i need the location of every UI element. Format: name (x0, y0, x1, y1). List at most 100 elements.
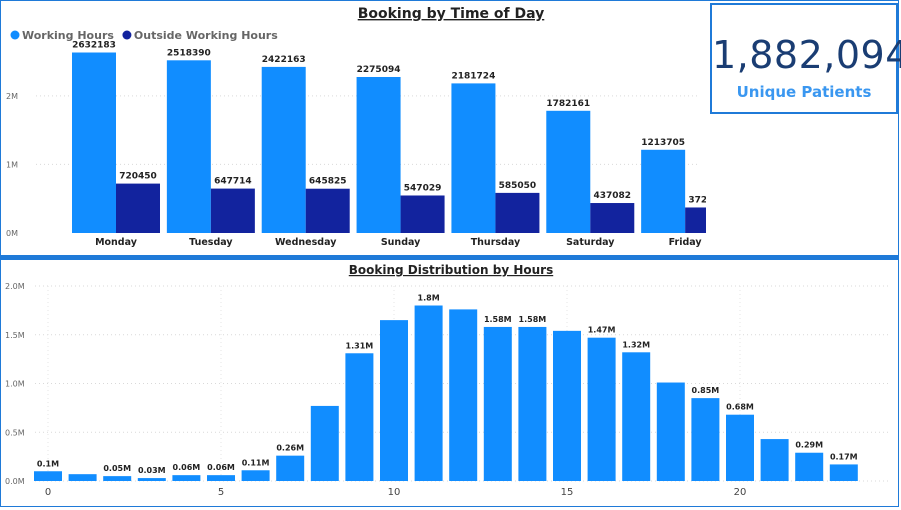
bar-hour (34, 471, 62, 481)
bar-outside-working-hours (495, 192, 540, 233)
bar-hour (345, 353, 374, 481)
bar-hour (622, 352, 651, 481)
bar-hour (795, 452, 824, 481)
bar-hour (172, 475, 201, 481)
bar-working-hours (166, 60, 211, 234)
bar-hour (103, 476, 132, 481)
x-tick-label: Monday (95, 237, 138, 248)
bar-hour (449, 309, 478, 481)
legend-marker-0 (10, 30, 20, 40)
data-label: 0.03M (138, 466, 166, 475)
booking-by-time-of-day-panel: Booking by Time of Day Working Hours Outsi… (3, 3, 730, 257)
bar-working-hours (641, 149, 686, 233)
bar-hour (760, 439, 789, 481)
data-label: 2181724 (452, 71, 496, 81)
data-label: 0.06M (207, 463, 235, 472)
data-label: 2275094 (357, 65, 401, 75)
bar-working-hours (261, 66, 306, 234)
data-label: 645825 (309, 177, 347, 187)
legend-marker-1 (122, 30, 132, 40)
y-tick-label: 2.0M (5, 282, 25, 291)
x-tick-label: Saturday (566, 237, 615, 248)
data-label: 1213705 (641, 138, 685, 148)
data-label: 1782161 (546, 99, 590, 109)
unique-patients-value: 1,882,094 (712, 33, 901, 77)
data-label: 372256 (688, 195, 706, 205)
bar-working-hours (356, 76, 401, 233)
bar-outside-working-hours (400, 195, 445, 233)
x-tick-label: Wednesday (275, 237, 337, 248)
x-tick-label: 15 (561, 487, 574, 498)
bar-hour (656, 382, 685, 481)
bar-hour (726, 414, 754, 481)
legend-label-0: Working Hours (22, 29, 114, 42)
data-label: 0.11M (242, 458, 270, 467)
x-tick-label: Thursday (471, 237, 521, 248)
data-label: 1.47M (588, 326, 616, 335)
bar-working-hours (451, 83, 496, 234)
data-label: 0.17M (830, 452, 858, 461)
bar-working-hours (546, 110, 591, 233)
y-tick-label: 0M (6, 229, 18, 238)
data-label: 1.32M (622, 340, 650, 349)
y-tick-label: 1M (6, 160, 18, 169)
bar-hour (483, 326, 512, 481)
bar-outside-working-hours (590, 203, 635, 233)
y-tick-label: 2M (6, 92, 18, 101)
bar-outside-working-hours (116, 183, 160, 233)
bar-hour (553, 330, 581, 481)
x-tick-label: Sunday (381, 237, 421, 248)
x-tick-label: 20 (734, 487, 747, 498)
bar-hour (68, 474, 97, 481)
bar-working-hours (72, 52, 116, 234)
data-label: 437082 (593, 191, 631, 201)
bar-hour (380, 320, 408, 481)
bar-hour (518, 326, 547, 481)
bar-hour (691, 398, 720, 481)
booking-by-time-of-day-chart: Booking by Time of Day Working Hours Outsi… (6, 6, 730, 248)
y-tick-label: 0.0M (5, 477, 25, 486)
bar-hour (137, 478, 166, 481)
x-tick-label: 0 (45, 487, 51, 498)
data-label: 2422163 (262, 55, 306, 65)
data-label: 0.29M (795, 441, 823, 450)
y-tick-label: 0.5M (5, 428, 25, 437)
bar-outside-working-hours (305, 188, 350, 233)
data-label: 547029 (404, 183, 442, 193)
data-label: 0.68M (726, 403, 754, 412)
data-label: 1.58M (484, 315, 512, 324)
data-label: 0.85M (692, 386, 720, 395)
legend-label-1: Outside Working Hours (134, 29, 278, 42)
unique-patients-label: Unique Patients (736, 83, 872, 101)
bar-hour (587, 337, 616, 481)
bar-hour (207, 475, 235, 481)
data-label: 0.06M (173, 463, 201, 472)
data-label: 2518390 (167, 48, 211, 58)
x-tick-label: Friday (669, 237, 703, 248)
data-label: 1.31M (346, 341, 374, 350)
data-label: 647714 (214, 177, 252, 187)
x-tick-label: 10 (388, 487, 401, 498)
booking-distribution-panel: Booking Distribution by Hours 0.0M 0.5M 1.0… (3, 260, 898, 506)
y-tick-label: 1.5M (5, 331, 25, 340)
bar-outside-working-hours (685, 207, 730, 233)
bar-hour (829, 464, 858, 481)
data-label: 585050 (499, 181, 537, 191)
bar-outside-working-hours (210, 188, 255, 233)
x-tick-label: Tuesday (189, 237, 233, 248)
data-label: 0.05M (103, 464, 131, 473)
y-tick-label: 1.0M (5, 380, 25, 389)
bar-hour (310, 405, 339, 481)
chart-title: Booking by Time of Day (358, 6, 545, 22)
data-label: 2632183 (72, 41, 116, 51)
data-label: 720450 (119, 172, 157, 182)
bar-hour (276, 455, 305, 481)
unique-patients-card: 1,882,094 Unique Patients (710, 3, 901, 114)
bar-hour (241, 470, 270, 481)
bar-hour (414, 305, 443, 481)
data-label: 0.26M (276, 444, 304, 453)
chart-title: Booking Distribution by Hours (349, 263, 553, 277)
data-label: 1.8M (418, 294, 440, 303)
booking-distribution-by-hours-chart: Booking Distribution by Hours 0.0M 0.5M 1.0… (5, 263, 891, 498)
